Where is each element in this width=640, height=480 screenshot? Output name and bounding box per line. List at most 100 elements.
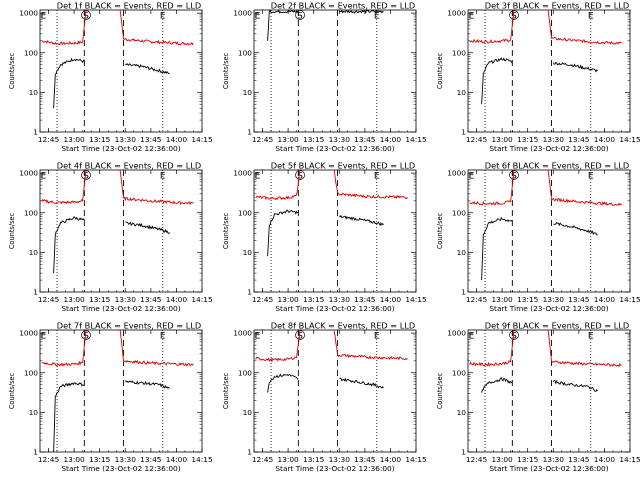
y-tick-label: 1000 — [447, 9, 466, 18]
y-tick-label: 1 — [247, 448, 252, 457]
y-tick-label: 100 — [452, 208, 466, 217]
series-events-segment-2 — [339, 377, 384, 389]
x-tick-label: 14:15 — [619, 295, 640, 304]
y-tick-label: 1000 — [19, 329, 38, 338]
series-events-segment-2 — [124, 380, 170, 389]
series-events-segment-1 — [481, 377, 513, 393]
plot-frame — [253, 169, 417, 293]
series-events-segment-2 — [125, 221, 170, 235]
marker-e-1: E — [41, 12, 47, 22]
x-axis-label: Start Time (23-Oct-02 12:36:00) — [275, 144, 394, 153]
x-tick-label: 12:45 — [466, 455, 488, 464]
x-tick-label: 13:30 — [115, 135, 137, 144]
marker-s-2: S — [297, 332, 303, 342]
series-lld-segment-2 — [119, 330, 194, 367]
marker-e-1: E — [469, 332, 475, 342]
y-tick-label: 10 — [29, 88, 39, 97]
x-axis-label: Start Time (23-Oct-02 12:36:00) — [275, 304, 394, 313]
x-tick-label: 13:00 — [277, 135, 299, 144]
y-tick-label: 10 — [29, 408, 39, 417]
y-axis-label: Counts/sec — [222, 52, 230, 89]
y-axis-label: Counts/sec — [8, 372, 16, 409]
panel-det-3: Det 3f BLACK = Events, RED = LLD 1 10 100 10… — [436, 1, 640, 154]
series-events-segment-2 — [553, 221, 598, 236]
y-tick-label: 1 — [33, 128, 38, 137]
x-tick-label: 13:15 — [303, 295, 325, 304]
x-tick-label: 14:15 — [405, 455, 427, 464]
marker-s-2: S — [511, 332, 517, 342]
x-tick-label: 13:45 — [354, 295, 376, 304]
y-tick-label: 10 — [243, 88, 253, 97]
plot-frame — [253, 329, 417, 453]
series-lld-segment-2 — [547, 330, 622, 368]
x-tick-label: 13:15 — [517, 455, 539, 464]
y-tick-label: 10 — [243, 248, 253, 257]
panel-det-6: Det 6f BLACK = Events, RED = LLD 1 10 100 10… — [436, 161, 640, 314]
panel-title: Det 8f BLACK = Events, RED = LLD — [271, 321, 415, 331]
x-tick-label: 13:00 — [491, 455, 513, 464]
x-tick-label: 13:45 — [140, 295, 162, 304]
x-tick-label: 13:30 — [329, 135, 351, 144]
x-tick-label: 14:00 — [166, 455, 188, 464]
x-tick-label: 14:15 — [619, 135, 640, 144]
marker-ring — [295, 10, 305, 20]
series-lld-segment-1 — [41, 330, 87, 367]
series-lld-segment-2 — [119, 10, 194, 46]
y-tick-label: 10 — [243, 408, 253, 417]
y-tick-label: 100 — [24, 48, 38, 57]
x-tick-label: 13:15 — [89, 135, 111, 144]
panel-title: Det 6f BLACK = Events, RED = LLD — [485, 161, 629, 171]
y-axis-label: Counts/sec — [436, 372, 444, 409]
panel-title: Det 2f BLACK = Events, RED = LLD — [271, 1, 415, 11]
y-tick-label: 1 — [461, 128, 466, 137]
series-events-segment-1 — [53, 382, 85, 452]
marker-s-2: S — [83, 172, 89, 182]
x-axis-label: Start Time (23-Oct-02 12:36:00) — [275, 464, 394, 473]
series-lld-segment-1 — [469, 330, 515, 367]
x-axis-label: Start Time (23-Oct-02 12:36:00) — [61, 464, 180, 473]
marker-e-1: E — [469, 12, 475, 22]
panel-det-4: Det 4f BLACK = Events, RED = LLD 1 10 100 10… — [8, 161, 213, 314]
x-tick-label: 14:00 — [594, 455, 616, 464]
x-tick-label: 13:45 — [354, 135, 376, 144]
series-lld-segment-2 — [547, 170, 622, 207]
x-tick-label: 14:00 — [594, 295, 616, 304]
x-tick-label: 12:45 — [38, 135, 60, 144]
series-lld-segment-1 — [41, 10, 87, 46]
x-tick-label: 13:45 — [568, 455, 590, 464]
y-tick-label: 1000 — [447, 169, 466, 178]
x-tick-label: 13:15 — [89, 295, 111, 304]
y-axis-label: Counts/sec — [222, 212, 230, 249]
x-tick-label: 14:00 — [380, 135, 402, 144]
x-tick-label: 13:00 — [491, 135, 513, 144]
y-tick-label: 1 — [461, 448, 466, 457]
panel-det-5: Det 5f BLACK = Events, RED = LLD 1 10 100 10… — [222, 161, 427, 314]
marker-e-3: E — [160, 172, 166, 182]
panel-det-8: Det 8f BLACK = Events, RED = LLD 1 10 100 10… — [222, 321, 427, 474]
plot-frame — [467, 329, 631, 453]
series-events-segment-1 — [53, 57, 85, 109]
x-tick-label: 14:15 — [191, 295, 213, 304]
y-tick-label: 10 — [457, 248, 467, 257]
series-lld-segment-2 — [119, 170, 194, 206]
y-tick-label: 1000 — [447, 329, 466, 338]
x-tick-label: 13:30 — [543, 455, 565, 464]
x-tick-label: 13:30 — [329, 295, 351, 304]
marker-e-3: E — [374, 172, 380, 182]
x-tick-label: 13:45 — [568, 295, 590, 304]
series-lld-segment-1 — [469, 170, 515, 206]
x-tick-label: 14:00 — [166, 295, 188, 304]
x-tick-label: 14:15 — [619, 455, 640, 464]
y-tick-label: 100 — [24, 208, 38, 217]
x-tick-label: 12:45 — [252, 455, 274, 464]
y-tick-label: 10 — [457, 88, 467, 97]
y-tick-label: 1000 — [233, 329, 252, 338]
marker-e-3: E — [160, 332, 166, 342]
marker-e-3: E — [374, 12, 380, 22]
y-tick-label: 1000 — [19, 169, 38, 178]
x-tick-label: 12:45 — [466, 295, 488, 304]
series-events-segment-2 — [552, 379, 598, 392]
x-tick-label: 13:45 — [140, 135, 162, 144]
x-tick-label: 13:00 — [491, 295, 513, 304]
x-tick-label: 13:15 — [303, 455, 325, 464]
